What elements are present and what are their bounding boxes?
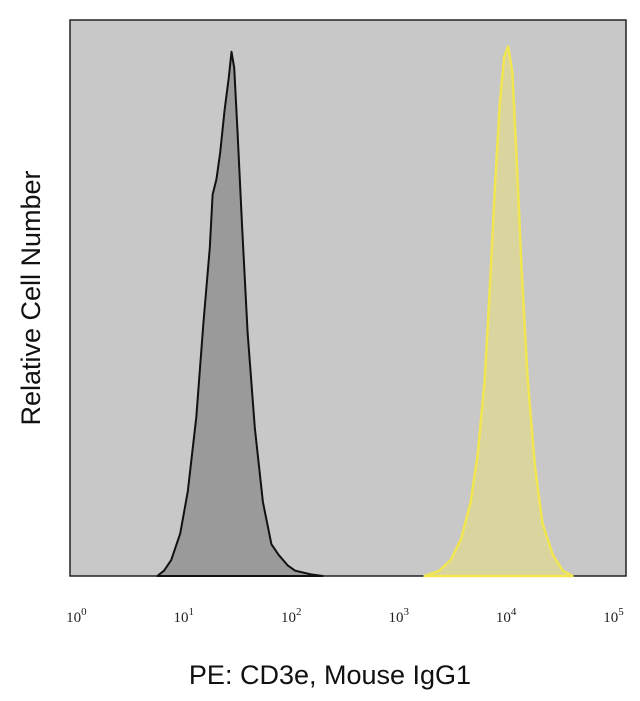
histogram-series-2 (423, 45, 574, 578)
x-tick-label-2: 102 (281, 606, 302, 626)
x-tick-label-4: 104 (496, 606, 517, 626)
x-tick-label-0: 100 (66, 606, 87, 626)
x-tick-label-1: 101 (174, 606, 195, 626)
x-axis-label: PE: CD3e, Mouse IgG1 (189, 660, 471, 690)
y-axis-label: Relative Cell Number (16, 170, 46, 425)
series-layer (156, 45, 574, 578)
x-tick-label-5: 105 (603, 606, 624, 626)
histogram-series-1 (156, 50, 324, 577)
plot-area (69, 19, 627, 577)
x-tick-labels: 100 101 102 103 104 105 (66, 606, 624, 626)
x-tick-label-3: 103 (388, 606, 409, 626)
